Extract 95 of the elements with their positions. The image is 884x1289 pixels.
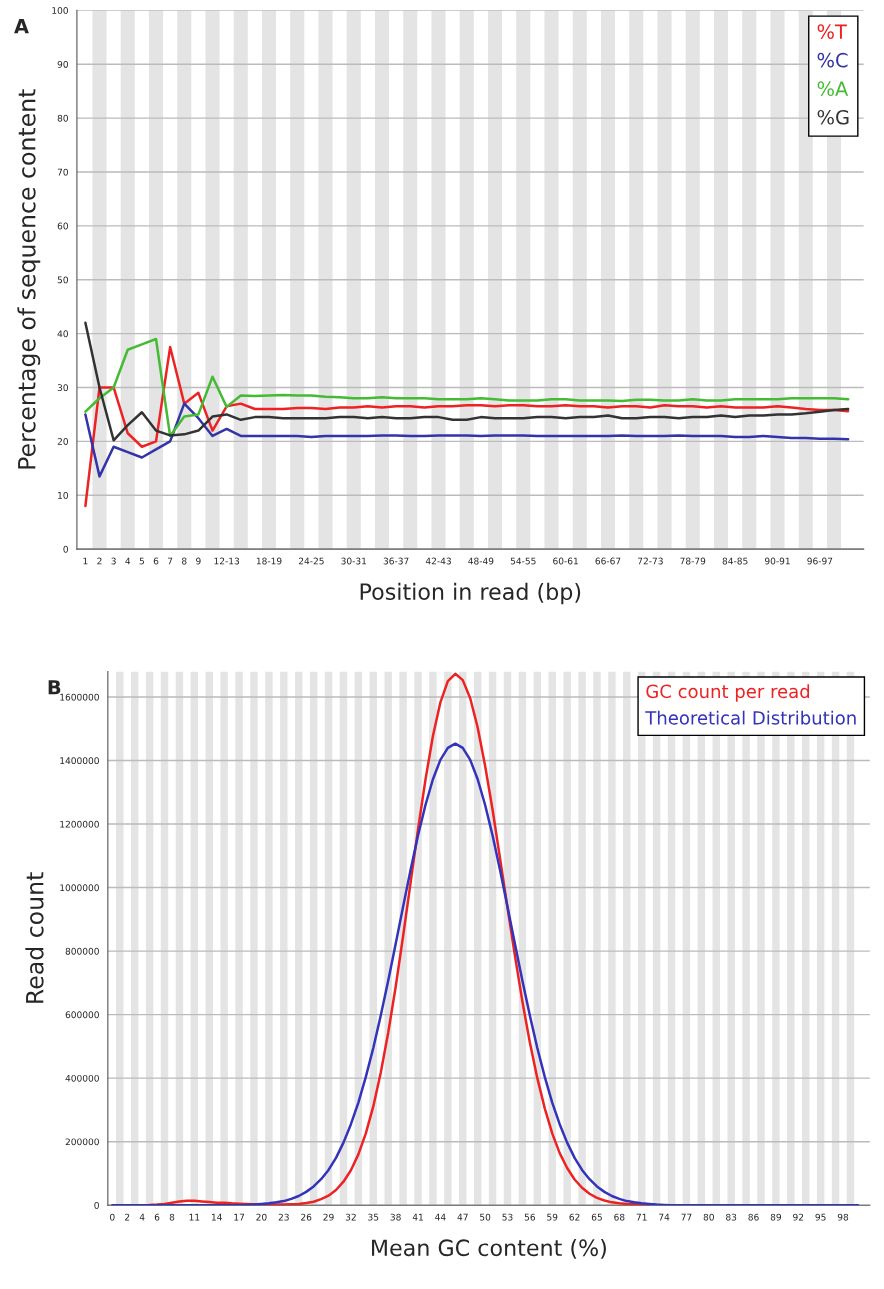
x-tick-label: 77 bbox=[681, 1213, 692, 1221]
x-tick-label: 66-67 bbox=[595, 557, 621, 565]
y-tick-label: 30 bbox=[57, 384, 68, 392]
text: %G bbox=[817, 109, 849, 125]
x-tick-label: 8 bbox=[169, 1213, 175, 1221]
x-tick-label: 36-37 bbox=[383, 557, 409, 565]
x-tick-label: 54-55 bbox=[510, 557, 536, 565]
x-tick-label: 30-31 bbox=[341, 557, 367, 565]
x-tick-label: 2 bbox=[125, 1213, 130, 1221]
x-tick-label: 6 bbox=[153, 557, 159, 565]
y-tick-label: 80 bbox=[57, 114, 68, 122]
text: %T bbox=[817, 24, 847, 39]
x-tick-label: 38 bbox=[390, 1213, 401, 1221]
y-tick-label: 20 bbox=[57, 438, 68, 445]
line-series bbox=[84, 321, 850, 442]
x-tick-label: 18-19 bbox=[256, 557, 282, 565]
y-tick-label: 10 bbox=[58, 491, 68, 499]
x-tick-label: 2 bbox=[97, 557, 102, 565]
x-tick-label: 11 bbox=[189, 1213, 200, 1221]
x-tick-label: 4 bbox=[139, 1213, 145, 1221]
x-tick-label: 17 bbox=[234, 1213, 245, 1221]
x-tick-label: 8 bbox=[182, 557, 187, 565]
x-tick-label: 41 bbox=[412, 1213, 423, 1221]
x-tick-label: 5 bbox=[139, 557, 144, 565]
x-tick-label: 50 bbox=[480, 1213, 491, 1221]
chart-title: B bbox=[48, 680, 61, 695]
y-axis-title: Percentage of sequence content bbox=[17, 89, 41, 469]
x-tick-label: 74 bbox=[659, 1213, 670, 1221]
x-tick-label: 7 bbox=[168, 557, 173, 565]
y-tick-label: 100 bbox=[52, 7, 68, 14]
x-tick-label: 96-97 bbox=[807, 557, 833, 565]
y-tick-label: 400000 bbox=[65, 1074, 99, 1082]
x-tick-label: 9 bbox=[196, 557, 201, 565]
x-tick-label: 78-79 bbox=[680, 557, 706, 565]
line-series bbox=[84, 345, 850, 508]
x-tick-label: 35 bbox=[368, 1213, 379, 1221]
x-tick-label: 71 bbox=[636, 1213, 647, 1221]
x-tick-label: 1 bbox=[83, 557, 88, 565]
y-tick-label: 60 bbox=[57, 222, 68, 230]
chart-title: A bbox=[14, 18, 29, 34]
x-tick-label: 3 bbox=[111, 557, 116, 565]
y-tick-label: 0 bbox=[94, 1201, 99, 1209]
x-tick-label: 48-49 bbox=[468, 557, 494, 565]
y-tick-label: 1400000 bbox=[60, 757, 99, 765]
x-tick-label: 84-85 bbox=[722, 557, 748, 565]
x-tick-label: 56 bbox=[524, 1213, 536, 1221]
x-tick-label: 29 bbox=[323, 1213, 334, 1221]
x-tick-label: 26 bbox=[301, 1213, 312, 1221]
x-tick-label: 47 bbox=[457, 1213, 468, 1221]
y-tick-label: 1200000 bbox=[60, 820, 99, 828]
x-tick-label: 53 bbox=[502, 1213, 513, 1221]
line-series bbox=[111, 742, 860, 1206]
y-tick-label: 70 bbox=[57, 168, 68, 176]
x-tick-label: 32 bbox=[345, 1213, 356, 1221]
x-tick-label: 89 bbox=[770, 1213, 782, 1221]
x-tick-label: 23 bbox=[278, 1213, 289, 1221]
y-tick-label: 40 bbox=[57, 330, 68, 338]
x-tick-label: 80 bbox=[703, 1213, 714, 1221]
x-tick-label: 59 bbox=[547, 1213, 558, 1221]
text: %A bbox=[817, 81, 849, 97]
text: GC count per read bbox=[646, 684, 810, 702]
x-tick-label: 68 bbox=[614, 1213, 625, 1221]
y-tick-label: 1000000 bbox=[60, 884, 99, 892]
x-axis-title: Mean GC content (%) bbox=[372, 1238, 606, 1259]
x-tick-label: 62 bbox=[569, 1213, 580, 1221]
x-tick-label: 60-61 bbox=[553, 557, 578, 565]
x-axis-title: Position in read (bp) bbox=[360, 582, 581, 605]
x-tick-label: 24-25 bbox=[298, 557, 324, 565]
y-tick-label: 50 bbox=[57, 276, 68, 284]
x-tick-label: 98 bbox=[837, 1213, 849, 1221]
x-tick-label: 42-43 bbox=[425, 557, 451, 565]
y-tick-label: 600000 bbox=[65, 1011, 99, 1019]
x-tick-label: 4 bbox=[125, 557, 131, 565]
y-tick-label: 0 bbox=[63, 545, 68, 553]
y-tick-label: 90 bbox=[57, 60, 68, 68]
x-tick-label: 0 bbox=[110, 1213, 115, 1221]
x-tick-label: 92 bbox=[793, 1213, 804, 1221]
y-tick-label: 1600000 bbox=[60, 693, 99, 701]
text: %C bbox=[817, 52, 848, 68]
x-tick-label: 83 bbox=[726, 1213, 737, 1221]
line-series bbox=[84, 402, 850, 478]
y-tick-label: 800000 bbox=[65, 947, 99, 955]
y-axis-title: Read count bbox=[25, 872, 44, 1003]
x-tick-label: 44 bbox=[435, 1213, 446, 1221]
x-tick-label: 95 bbox=[815, 1213, 826, 1221]
x-tick-label: 6 bbox=[154, 1213, 160, 1221]
x-tick-label: 14 bbox=[211, 1213, 222, 1221]
x-tick-label: 12-13 bbox=[214, 557, 240, 565]
y-tick-label: 200000 bbox=[65, 1138, 99, 1146]
x-tick-label: 86 bbox=[748, 1213, 759, 1221]
text: Theoretical Distribution bbox=[645, 710, 856, 725]
x-tick-label: 90-91 bbox=[764, 557, 790, 565]
x-tick-label: 20 bbox=[256, 1213, 267, 1221]
x-tick-label: 72-73 bbox=[638, 557, 663, 565]
x-tick-label: 65 bbox=[591, 1213, 602, 1221]
